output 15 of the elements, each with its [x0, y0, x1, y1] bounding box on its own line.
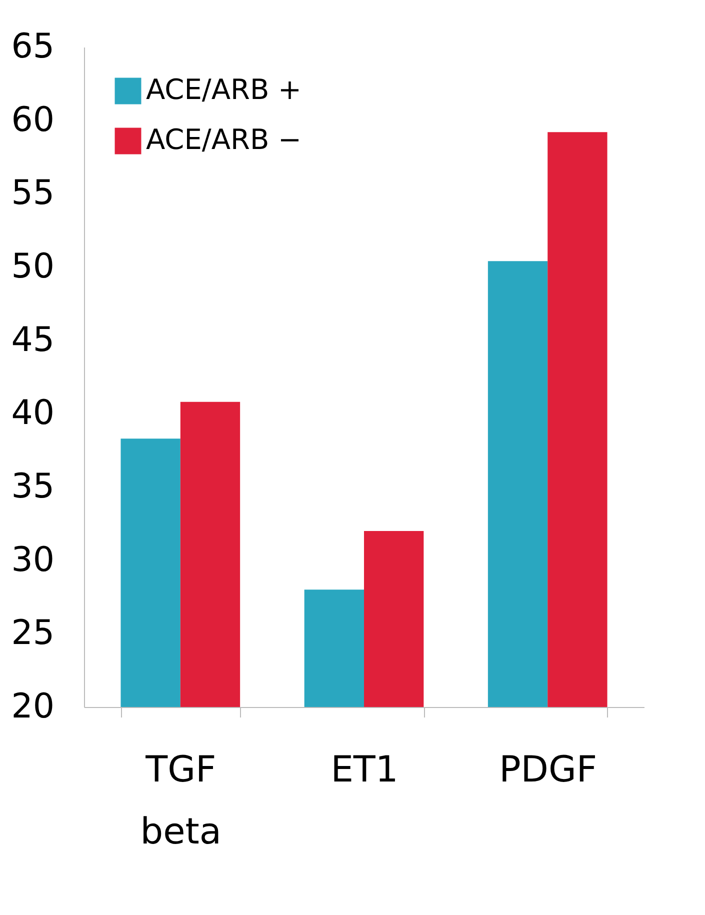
y-tick-label: 40: [11, 393, 54, 434]
x-tick-label: ET1: [330, 750, 398, 790]
y-tick-label: 20: [11, 686, 54, 726]
y-tick-label: 50: [11, 246, 54, 286]
y-tick-label: 45: [11, 320, 54, 360]
legend-label: ACE/ARB +: [146, 73, 302, 106]
y-tick-label: 60: [11, 100, 54, 140]
y-tick-label: 65: [11, 26, 54, 66]
x-tick-label: TGF beta: [140, 750, 222, 852]
y-tick-label: 35: [11, 466, 54, 506]
x-tick-label: PDGF: [499, 750, 598, 790]
y-tick-label: 30: [11, 540, 54, 580]
y-tick-label: 55: [11, 173, 54, 214]
y-tick-label: 25: [11, 613, 54, 654]
legend-label: ACE/ARB −: [146, 123, 302, 156]
